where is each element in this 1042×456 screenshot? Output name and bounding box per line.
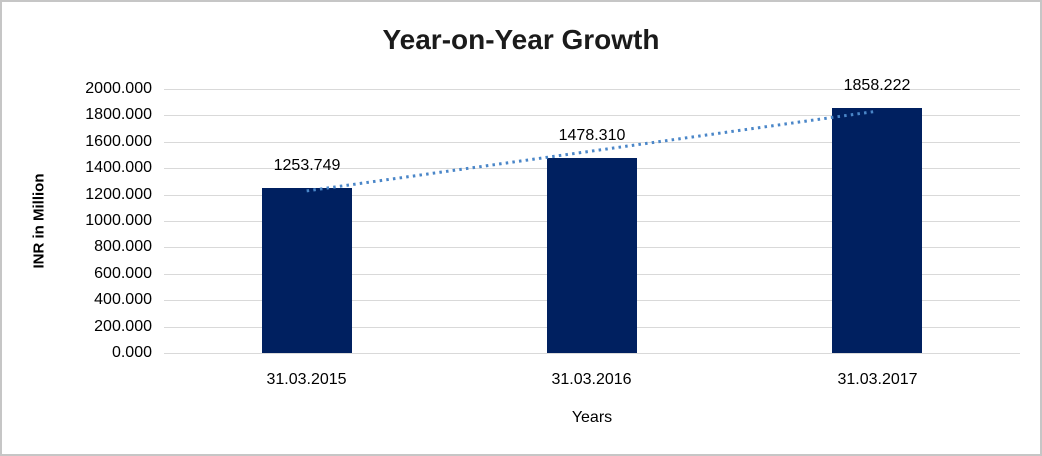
bar-data-label: 1858.222	[843, 77, 911, 94]
trendline-segment	[306, 109, 878, 193]
y-tick-label: 2000.000	[85, 80, 152, 97]
x-category-label: 31.03.2016	[551, 371, 632, 388]
trendline	[306, 109, 878, 193]
gridline	[164, 115, 1020, 116]
plot-area: 1253.749 1478.310 1858.222	[164, 77, 1020, 354]
x-axis-title: Years	[571, 409, 613, 426]
y-tick-label: 600.000	[94, 265, 152, 282]
x-category-label: 31.03.2017	[837, 371, 918, 388]
y-tick-label: 1000.000	[85, 212, 152, 229]
y-tick-label: 1800.000	[85, 106, 152, 123]
chart-title: Year-on-Year Growth	[382, 24, 660, 55]
y-tick-label: 200.000	[94, 318, 152, 335]
bar-data-label: 1253.749	[273, 157, 341, 174]
bar-data-label: 1478.310	[558, 127, 626, 144]
bar	[832, 108, 922, 353]
y-tick-label: 0.000	[111, 344, 152, 361]
gridline	[164, 353, 1020, 354]
y-tick-label: 1200.000	[85, 186, 152, 203]
y-tick-label: 800.000	[94, 238, 152, 255]
y-tick-label: 400.000	[94, 291, 152, 308]
x-category-label: 31.03.2015	[266, 371, 347, 388]
y-tick-label: 1400.000	[85, 159, 152, 176]
bar	[547, 158, 637, 353]
gridline	[164, 142, 1020, 143]
y-tick-label: 1600.000	[85, 133, 152, 150]
gridline	[164, 89, 1020, 90]
bar	[262, 188, 352, 353]
